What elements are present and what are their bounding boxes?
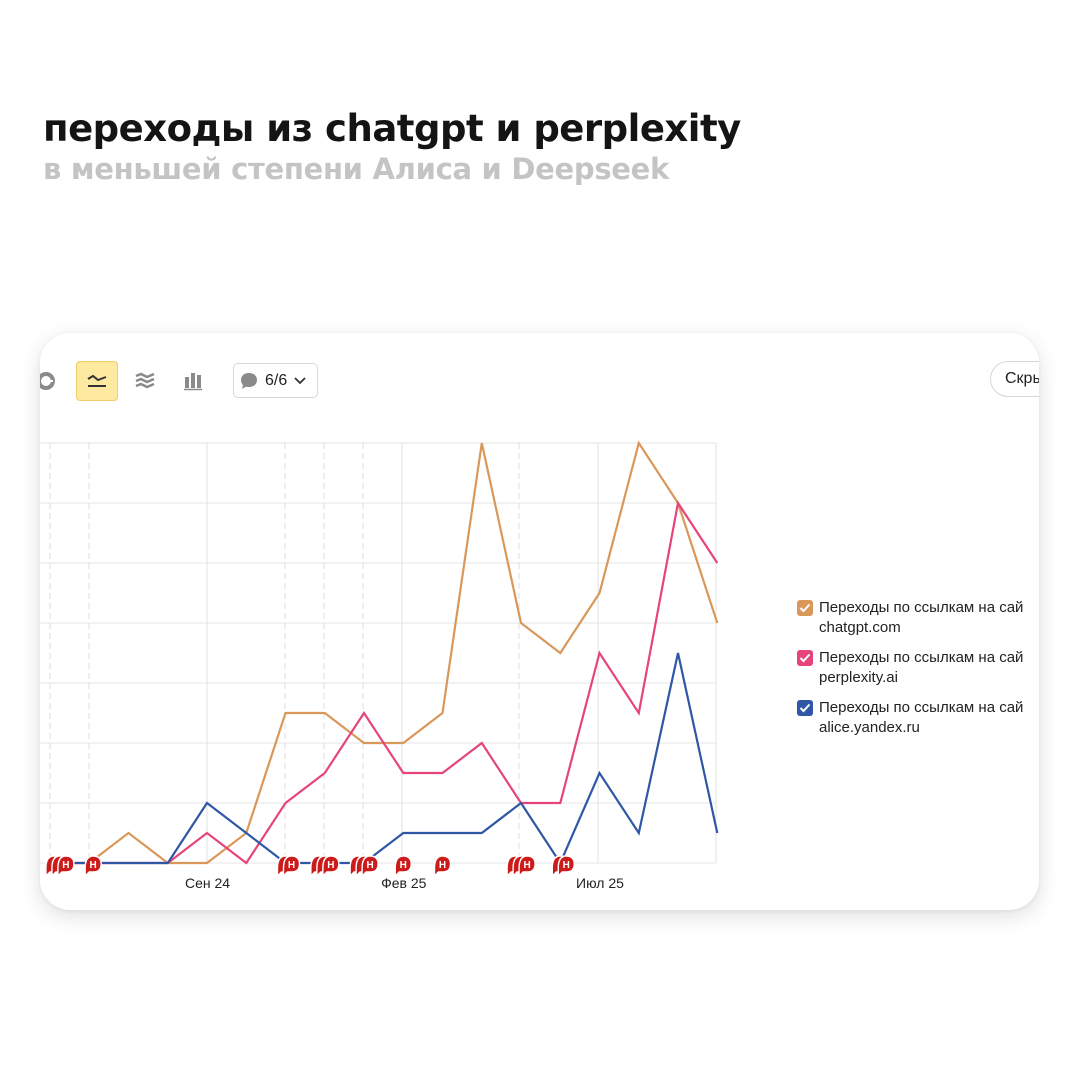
legend-item-perplexity[interactable]: Переходы по ссылкам на сай perplexity.ai xyxy=(795,646,1039,696)
notes-filter-select[interactable]: 6/6 xyxy=(233,363,318,398)
chart-card: 6/6 Скры Н Н Н Н Н Н Н Н Н Сен 24 Фев 25 Июл 25 Пе… xyxy=(40,333,1039,910)
annotation-bubble xyxy=(322,855,340,878)
chart-grid xyxy=(40,442,717,864)
annotation-letter: Н xyxy=(62,860,69,871)
annotation-letter: Н xyxy=(439,860,446,871)
annotation-marker: Н xyxy=(57,855,75,878)
annotation-marker: Н xyxy=(394,855,412,878)
checkmark-icon xyxy=(799,653,811,663)
area-chart-button[interactable] xyxy=(126,361,164,401)
annotation-letter: Н xyxy=(563,860,570,871)
bar-chart-button[interactable] xyxy=(174,361,212,401)
line-chart: Н Н Н Н Н Н Н Н Н Сен 24 Фев 25 Июл 25 xyxy=(40,440,719,891)
chart-legend: Переходы по ссылкам на сай chatgpt.com П… xyxy=(795,596,1039,746)
annotation-marker: Н xyxy=(322,855,340,878)
legend-domain: perplexity.ai xyxy=(819,669,898,686)
annotation-bubble xyxy=(84,855,102,878)
legend-checkbox[interactable] xyxy=(797,600,813,616)
annotation-letter: Н xyxy=(327,860,334,871)
page-title: переходы из chatgpt и perplexity xyxy=(43,107,741,150)
chevron-down-icon xyxy=(294,376,306,384)
legend-checkbox[interactable] xyxy=(797,650,813,666)
annotation-letter: Н xyxy=(288,860,295,871)
hide-button[interactable]: Скры xyxy=(990,361,1039,397)
legend-item-chatgpt[interactable]: Переходы по ссылкам на сай chatgpt.com xyxy=(795,596,1039,646)
legend-label: Переходы по ссылкам на сай xyxy=(819,599,1024,616)
legend-label: Переходы по ссылкам на сай xyxy=(819,649,1024,666)
bar-chart-icon xyxy=(184,373,202,391)
annotation-marker: Н xyxy=(282,855,301,878)
annotation-bubble xyxy=(518,855,536,878)
annotation-bubble xyxy=(433,855,452,878)
annotation-bubble xyxy=(361,855,379,878)
x-tick-label: Сен 24 xyxy=(185,875,230,891)
annotation-bubble xyxy=(282,855,301,878)
annotation-bubble xyxy=(557,855,575,878)
pie-chart-icon xyxy=(40,372,55,390)
legend-item-alice[interactable]: Переходы по ссылкам на сай alice.yandex.… xyxy=(795,696,1039,746)
annotation-bubble xyxy=(394,855,412,878)
annotation-marker: Н xyxy=(361,855,379,878)
pie-chart-button[interactable] xyxy=(40,361,64,401)
annotation-bubble xyxy=(57,855,75,878)
series-line-3 xyxy=(50,652,719,866)
line-chart-button[interactable] xyxy=(76,361,118,401)
annotation-marker: Н xyxy=(433,855,452,878)
area-chart-icon xyxy=(135,372,155,389)
annotation-letter: Н xyxy=(90,860,97,871)
legend-checkbox[interactable] xyxy=(797,700,813,716)
annotation-marker: Н xyxy=(84,855,102,878)
legend-domain: chatgpt.com xyxy=(819,619,901,636)
checkmark-icon xyxy=(799,603,811,613)
x-tick-label: Фев 25 xyxy=(381,875,427,891)
legend-label: Переходы по ссылкам на сай xyxy=(819,699,1024,716)
page-subtitle: в меньшей степени Алиса и Deepseek xyxy=(43,152,670,186)
speech-bubble-icon xyxy=(241,372,257,389)
annotation-letter: Н xyxy=(366,860,373,871)
x-axis-ticks: Сен 24 Фев 25 Июл 25 xyxy=(185,875,624,891)
chart-series xyxy=(50,440,719,866)
legend-domain: alice.yandex.ru xyxy=(819,719,920,736)
annotation-letter: Н xyxy=(400,860,407,871)
annotation-letter: Н xyxy=(523,860,530,871)
checkmark-icon xyxy=(799,703,811,713)
line-chart-icon xyxy=(87,374,107,387)
notes-count: 6/6 xyxy=(265,371,288,389)
annotation-marker: Н xyxy=(557,855,575,878)
annotation-marker: Н xyxy=(518,855,536,878)
x-tick-label: Июл 25 xyxy=(576,875,624,891)
